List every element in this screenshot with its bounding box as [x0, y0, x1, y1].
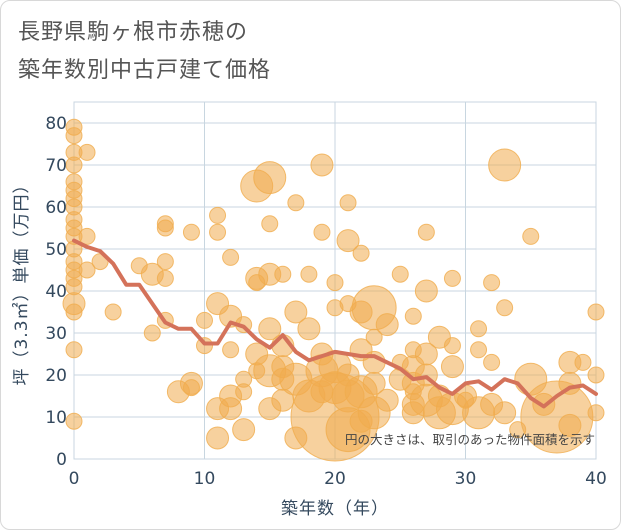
data-bubble	[352, 244, 370, 262]
x-tick-label: 0	[69, 469, 80, 489]
data-bubble	[414, 279, 438, 303]
data-bubble	[143, 324, 161, 342]
data-bubble	[78, 143, 96, 161]
data-bubble	[443, 337, 461, 355]
data-bubble	[274, 265, 292, 283]
data-bubble	[310, 153, 334, 177]
data-bubble	[470, 320, 488, 338]
x-tick-label: 30	[455, 469, 477, 489]
average-price-line	[72, 238, 598, 409]
x-axis-label: 築年数（年）	[281, 499, 389, 519]
data-bubble	[65, 127, 83, 145]
title-line-1: 長野県駒ヶ根市赤穂の	[18, 20, 249, 45]
data-bubble	[483, 274, 501, 292]
data-bubble	[253, 161, 287, 195]
data-bubble	[104, 303, 122, 321]
data-bubble	[156, 219, 174, 237]
data-bubble	[209, 223, 227, 241]
data-bubble	[65, 303, 83, 321]
data-bubble	[297, 317, 321, 341]
data-bubble	[219, 397, 243, 421]
data-bubble	[574, 353, 592, 371]
data-bubble	[78, 261, 96, 279]
y-tick-label: 0	[56, 450, 67, 470]
data-bubble	[417, 223, 435, 241]
data-bubble	[261, 215, 279, 233]
data-bubble	[587, 303, 605, 321]
data-bubble	[313, 223, 331, 241]
data-bubble	[300, 265, 318, 283]
y-tick-label: 50	[45, 240, 67, 260]
y-tick-label: 10	[45, 408, 67, 428]
data-bubble	[182, 379, 200, 397]
y-tick-label: 80	[45, 114, 67, 134]
data-bubble	[558, 413, 582, 437]
data-bubble	[587, 366, 605, 384]
data-bubble	[365, 328, 383, 346]
data-bubble	[440, 355, 464, 379]
data-bubble	[65, 412, 83, 430]
y-tick-label: 30	[45, 324, 67, 344]
data-bubble	[232, 418, 256, 442]
data-bubble	[326, 274, 344, 292]
data-bubble	[375, 313, 399, 337]
data-bubble	[222, 248, 240, 266]
chart-title: 長野県駒ヶ根市赤穂の 築年数別中古戸建て価格	[18, 14, 271, 90]
size-annotation: 円の大きさは、取引のあった物件面積を示す	[345, 432, 595, 447]
data-bubble	[488, 148, 522, 182]
data-bubble	[470, 341, 488, 359]
y-axis-label: 坪（3.3㎡）単価（万円）	[12, 175, 32, 385]
x-tick-label: 40	[585, 469, 607, 489]
data-bubble	[222, 341, 240, 359]
data-bubble	[209, 206, 227, 224]
data-bubble	[483, 353, 501, 371]
data-bubble	[65, 156, 83, 174]
data-bubble	[443, 269, 461, 287]
data-bubble	[235, 383, 253, 401]
title-line-2: 築年数別中古戸建て価格	[18, 58, 272, 83]
x-tick-label: 10	[194, 469, 216, 489]
data-bubble	[287, 194, 305, 212]
x-tick-label: 20	[324, 469, 346, 489]
data-bubble	[156, 253, 174, 271]
data-bubble	[284, 300, 308, 324]
data-bubble	[196, 311, 213, 329]
data-bubble	[493, 401, 517, 425]
data-bubble	[375, 388, 399, 412]
data-bubble	[78, 227, 96, 245]
data-bubble	[206, 426, 230, 450]
y-tick-label: 20	[45, 366, 67, 386]
data-bubble	[404, 307, 422, 325]
data-bubble	[336, 229, 360, 253]
data-bubble	[587, 404, 605, 422]
data-bubble	[339, 194, 357, 212]
y-tick-label: 70	[45, 156, 67, 176]
data-bubble	[182, 223, 200, 241]
data-bubble	[522, 227, 540, 245]
y-tick-label: 60	[45, 198, 67, 218]
data-bubble	[391, 265, 409, 283]
y-tick-label: 40	[45, 282, 67, 302]
data-bubble	[496, 299, 514, 317]
data-bubble	[362, 371, 386, 395]
data-bubble	[156, 269, 174, 287]
data-bubble	[258, 317, 282, 341]
data-bubble	[65, 341, 83, 359]
